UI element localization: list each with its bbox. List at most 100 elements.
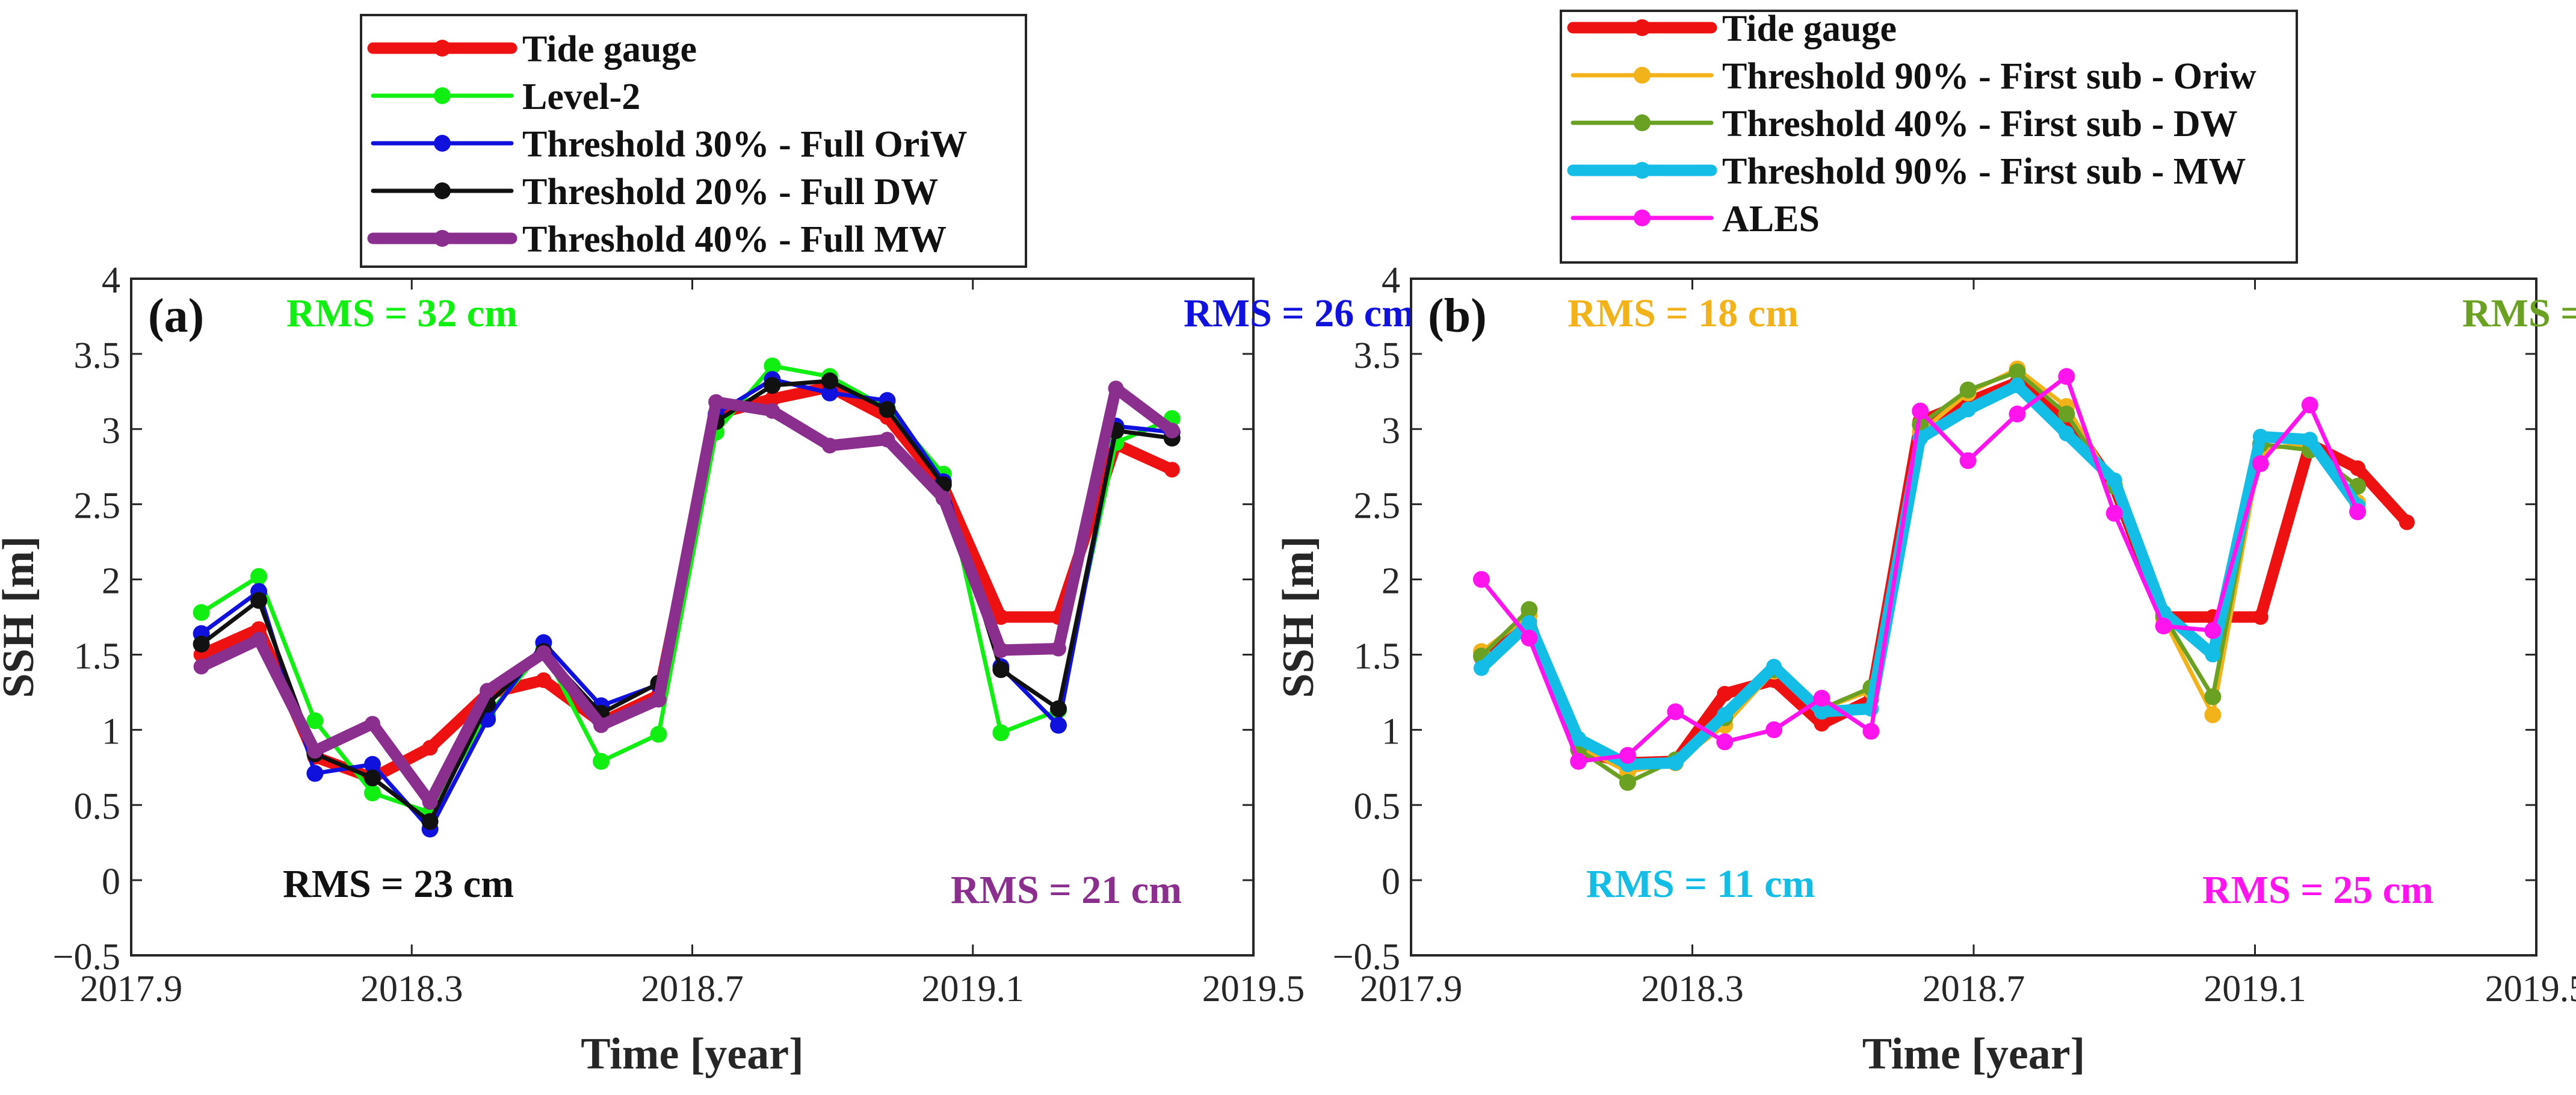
data-point — [250, 568, 267, 585]
data-point — [2399, 515, 2415, 530]
data-point — [1960, 382, 1977, 399]
data-point — [880, 432, 895, 447]
figure: −0.500.511.522.533.542017.9 2018.3 2018.7 2… — [0, 0, 2576, 1095]
data-point — [1619, 747, 1636, 764]
data-point — [1667, 755, 1683, 771]
y-tick-label: 4 — [102, 260, 120, 301]
data-point — [992, 661, 1009, 678]
rms-annotation: RMS = 15 cm — [2462, 291, 2576, 335]
legend-swatch-marker — [1634, 209, 1651, 226]
legend: Tide gauge Level-2 Threshold 30% - Full Or… — [361, 15, 1026, 267]
data-point — [2107, 473, 2122, 488]
legend-swatch-marker — [1634, 19, 1651, 36]
y-tick-label: 2 — [102, 561, 120, 602]
y-tick-label: 1.5 — [74, 636, 121, 677]
data-point — [992, 724, 1009, 741]
data-point — [2204, 688, 2221, 705]
legend-swatch-marker — [1634, 162, 1651, 179]
y-axis-label: SSH [m] — [1274, 536, 1323, 698]
legend-label: Threshold 40% - Full MW — [522, 219, 947, 260]
plot-area — [131, 279, 1253, 955]
legend-swatch-marker — [1634, 67, 1651, 84]
x-tick-label: 2019.5 — [2485, 969, 2576, 1010]
data-point — [422, 740, 438, 755]
data-point — [1862, 723, 1879, 740]
data-point — [307, 743, 323, 758]
data-point — [2009, 406, 2026, 423]
y-axis-label: SSH [m] — [0, 536, 43, 698]
legend: Tide gaugeThreshold 90% - First sub - Or… — [1561, 8, 2297, 262]
y-tick-label: 2.5 — [1354, 486, 1401, 527]
data-point — [2252, 455, 2269, 472]
data-point — [2204, 706, 2221, 723]
data-point — [365, 716, 380, 731]
data-point — [2059, 426, 2074, 441]
rms-annotation: RMS = 23 cm — [283, 862, 514, 906]
data-point — [2155, 618, 2172, 634]
legend-swatch-marker — [434, 230, 451, 247]
rms-annotation: RMS = 32 cm — [286, 291, 517, 335]
data-point — [2302, 432, 2318, 447]
data-point — [936, 491, 951, 506]
data-point — [2058, 368, 2075, 385]
data-point — [251, 632, 267, 648]
y-tick-label: 1 — [1382, 711, 1400, 752]
data-point — [536, 672, 551, 688]
y-tick-label: 1.5 — [1354, 636, 1401, 677]
legend-label: Tide gauge — [1722, 8, 1897, 49]
data-point — [651, 692, 667, 707]
legend-label: Threshold 30% - Full OriW — [522, 124, 968, 165]
data-point — [1051, 641, 1066, 657]
x-tick-label: 2019.1 — [922, 969, 1025, 1010]
panel-label: (b) — [1428, 290, 1487, 343]
legend-swatch-marker — [434, 87, 451, 104]
data-point — [422, 813, 439, 830]
x-tick-label: 2019.1 — [2204, 969, 2306, 1010]
y-tick-label: 2 — [1382, 561, 1400, 602]
data-point — [1960, 452, 1977, 469]
data-point — [1814, 690, 1830, 707]
data-point — [1619, 774, 1636, 791]
legend-label: ALES — [1722, 199, 1820, 240]
data-point — [822, 438, 838, 453]
data-point — [1164, 462, 1180, 477]
data-point — [306, 765, 323, 782]
data-point — [1521, 630, 1537, 647]
data-point — [2302, 397, 2318, 414]
data-point — [708, 394, 724, 410]
y-tick-label: 3.5 — [1354, 335, 1401, 376]
y-tick-label: 4 — [1382, 260, 1400, 301]
data-point — [2349, 503, 2366, 520]
data-point — [480, 683, 495, 698]
x-tick-label: 2019.5 — [1202, 969, 1305, 1010]
data-point — [821, 373, 838, 389]
y-tick-label: 0.5 — [74, 786, 121, 827]
x-tick-label: 2017.9 — [1360, 969, 1463, 1010]
panel-label: (a) — [148, 290, 204, 343]
x-tick-label: 2017.9 — [80, 969, 183, 1010]
data-point — [1766, 659, 1782, 674]
data-point — [1912, 403, 1929, 420]
rms-annotation: RMS = 21 cm — [951, 868, 1182, 912]
data-point — [1717, 707, 1732, 722]
y-tick-label: 3.5 — [74, 335, 121, 376]
data-point — [1667, 703, 1684, 720]
y-tick-label: 3 — [102, 411, 120, 451]
data-point — [1164, 423, 1180, 438]
legend-swatch-marker — [434, 40, 451, 57]
rms-annotation: RMS = 18 cm — [1568, 291, 1799, 335]
data-point — [193, 636, 210, 653]
data-point — [879, 401, 896, 418]
y-tick-label: 0 — [1382, 861, 1400, 902]
legend-label: Threshold 90% - First sub - MW — [1722, 151, 2246, 192]
data-point — [250, 592, 267, 609]
data-point — [764, 403, 780, 419]
data-point — [2205, 647, 2220, 662]
data-point — [1108, 380, 1124, 396]
legend-swatch-marker — [434, 182, 451, 199]
data-point — [2253, 609, 2269, 625]
data-point — [1050, 717, 1067, 734]
data-point — [193, 604, 210, 621]
data-point — [1570, 753, 1587, 770]
y-tick-label: 0.5 — [1354, 786, 1401, 827]
